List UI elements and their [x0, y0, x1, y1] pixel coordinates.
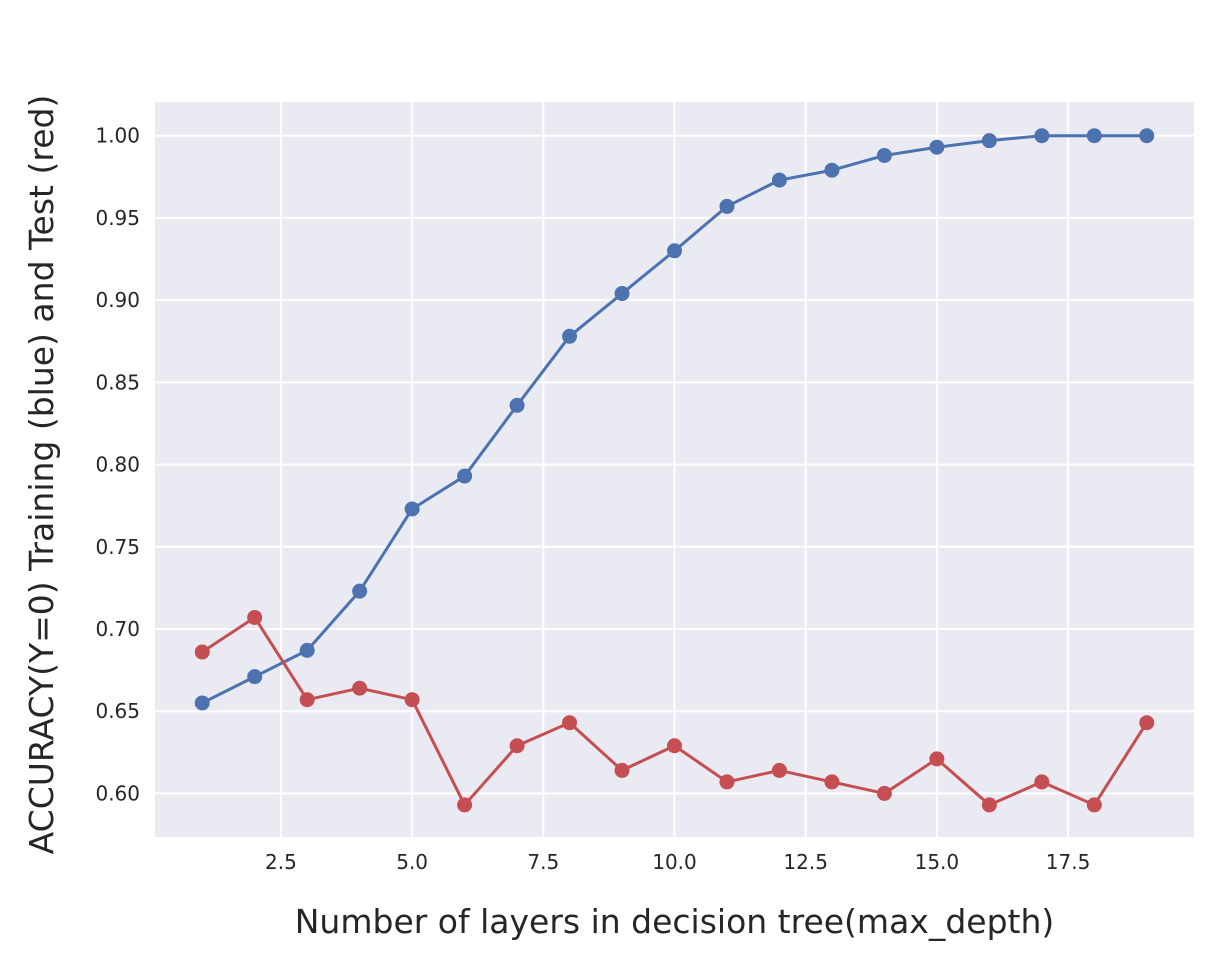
data-point [404, 501, 420, 517]
data-point [1086, 797, 1102, 813]
data-point [614, 286, 630, 302]
data-point [929, 751, 945, 767]
data-point [352, 583, 368, 599]
y-tick-labels: 0.60 0.65 0.70 0.75 0.80 0.85 0.90 0.95 1.00 [95, 124, 140, 806]
data-point [719, 774, 735, 790]
grid-lines [155, 102, 1194, 837]
data-point [981, 133, 997, 149]
y-tick-label: 0.75 [95, 535, 140, 559]
y-tick-label: 0.90 [95, 288, 140, 312]
data-point [299, 642, 315, 658]
y-tick-label: 0.95 [95, 206, 140, 230]
data-point [247, 669, 263, 685]
data-point [509, 738, 525, 754]
x-tick-label: 12.5 [783, 850, 828, 874]
data-point [771, 172, 787, 188]
data-point [1139, 128, 1155, 144]
y-tick-label: 1.00 [95, 124, 140, 148]
series-test [194, 609, 1155, 813]
data-point [1086, 128, 1102, 144]
data-point [509, 397, 525, 413]
data-point [1139, 715, 1155, 731]
y-tick-label: 0.85 [95, 370, 140, 394]
data-point [457, 797, 473, 813]
x-tick-label: 10.0 [652, 850, 697, 874]
data-point [562, 715, 578, 731]
data-point [614, 762, 630, 778]
data-point [194, 695, 210, 711]
data-point [824, 774, 840, 790]
data-point [876, 147, 892, 163]
x-tick-label: 2.5 [265, 850, 297, 874]
data-point [247, 609, 263, 625]
data-point [404, 692, 420, 708]
data-point [667, 243, 682, 259]
x-tick-label: 15.0 [915, 850, 960, 874]
y-tick-label: 0.60 [95, 781, 140, 805]
x-tick-labels: 2.5 5.0 7.5 10.0 12.5 15.0 17.5 [265, 850, 1090, 874]
data-point [667, 738, 682, 754]
data-point [194, 644, 210, 660]
data-point [981, 797, 997, 813]
data-point [299, 692, 315, 708]
data-point [719, 198, 735, 214]
data-point [824, 162, 840, 178]
data-point [352, 680, 368, 696]
x-tick-label: 5.0 [396, 850, 428, 874]
x-tick-label: 17.5 [1046, 850, 1091, 874]
series-training [194, 128, 1155, 711]
data-point [562, 328, 578, 344]
series-layer [194, 128, 1155, 813]
y-tick-label: 0.80 [95, 453, 140, 477]
y-tick-label: 0.65 [95, 699, 140, 723]
x-axis-label: Number of layers in decision tree(max_de… [295, 902, 1055, 941]
x-tick-label: 7.5 [527, 850, 559, 874]
y-tick-label: 0.70 [95, 617, 140, 641]
data-point [1034, 774, 1050, 790]
y-axis-label: ACCURACY(Y=0) Training (blue) and Test (… [22, 95, 61, 855]
data-point [1034, 128, 1050, 144]
data-point [457, 468, 473, 484]
data-point [771, 762, 787, 778]
data-point [876, 785, 892, 801]
data-point [929, 139, 945, 155]
